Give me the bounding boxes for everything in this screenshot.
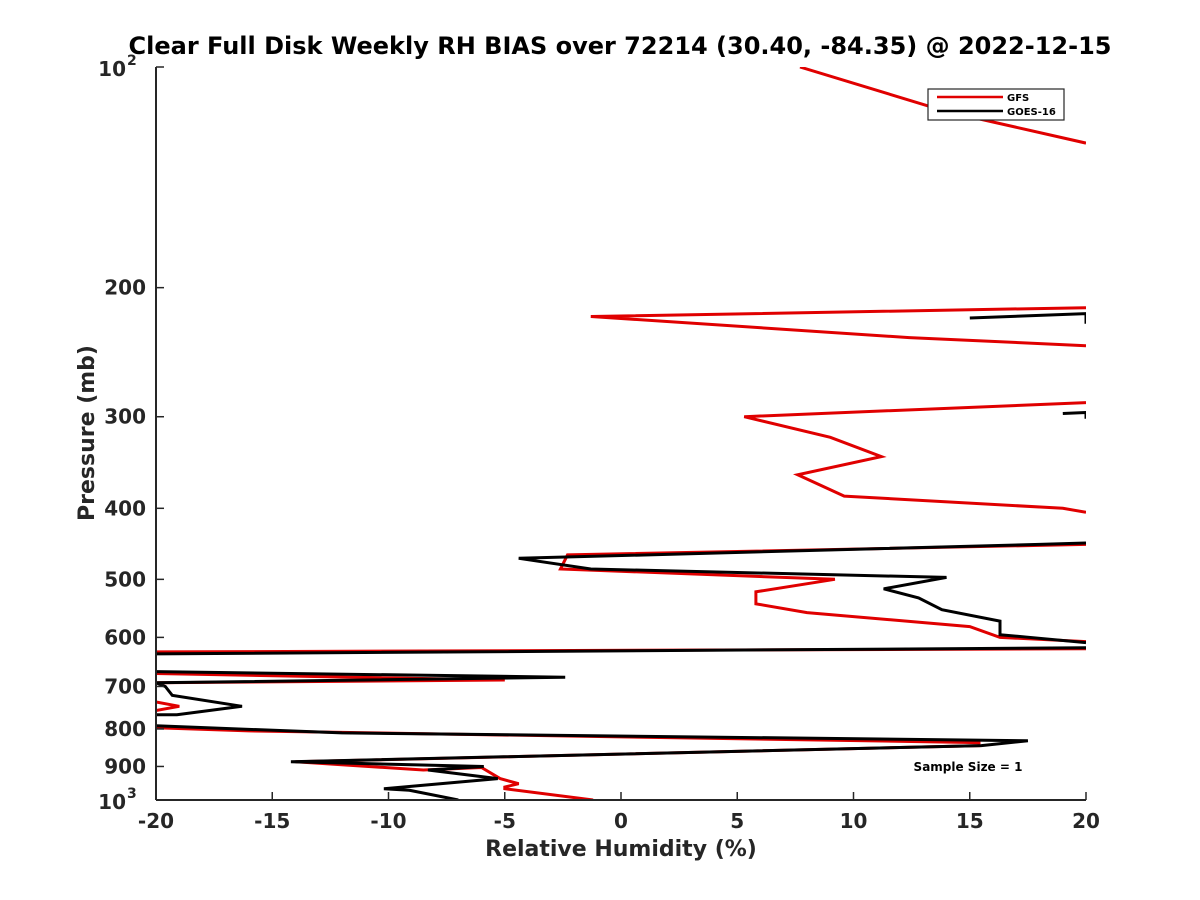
- plot-area: [156, 67, 1086, 800]
- y-tick-label: 600: [104, 625, 146, 649]
- y-tick-label: 500: [104, 567, 146, 591]
- y-tick-label: 900: [104, 754, 146, 778]
- y-tick-label: 103: [98, 786, 137, 814]
- y-tick-label: 102: [98, 53, 137, 81]
- x-tick-label: -5: [494, 809, 516, 833]
- legend: GFS GOES-16: [927, 88, 1065, 121]
- y-tick-label: 800: [104, 717, 146, 741]
- y-axis-ticks: 102 200 300 400 500 600 700 800 900 103: [98, 53, 164, 814]
- sample-size-annotation: Sample Size = 1: [914, 760, 1023, 774]
- y-tick-label: 400: [104, 496, 146, 520]
- y-tick-label: 700: [104, 674, 146, 698]
- x-tick-label: -20: [138, 809, 174, 833]
- x-axis-label: Relative Humidity (%): [485, 837, 757, 862]
- x-tick-label: 20: [1072, 809, 1100, 833]
- x-tick-label: -10: [370, 809, 406, 833]
- series-line-goes16: [156, 312, 1086, 800]
- x-axis-ticks: -20 -15 -10 -5 0 5 10 15 20: [138, 792, 1100, 833]
- x-tick-label: 10: [840, 809, 868, 833]
- x-tick-label: 15: [956, 809, 984, 833]
- y-tick-label: 200: [104, 276, 146, 300]
- legend-box: [927, 88, 1065, 121]
- series-layer: [156, 67, 1086, 800]
- y-axis-label: Pressure (mb): [75, 345, 100, 521]
- legend-label-goes16: GOES-16: [1007, 107, 1056, 118]
- legend-label-gfs: GFS: [1007, 93, 1029, 104]
- x-tick-label: -15: [254, 809, 290, 833]
- y-tick-label: 300: [104, 405, 146, 429]
- x-tick-label: 0: [614, 809, 628, 833]
- series-line-gfs: [156, 67, 1086, 800]
- chart-title: Clear Full Disk Weekly RH BIAS over 7221…: [129, 32, 1112, 60]
- x-tick-label: 5: [730, 809, 744, 833]
